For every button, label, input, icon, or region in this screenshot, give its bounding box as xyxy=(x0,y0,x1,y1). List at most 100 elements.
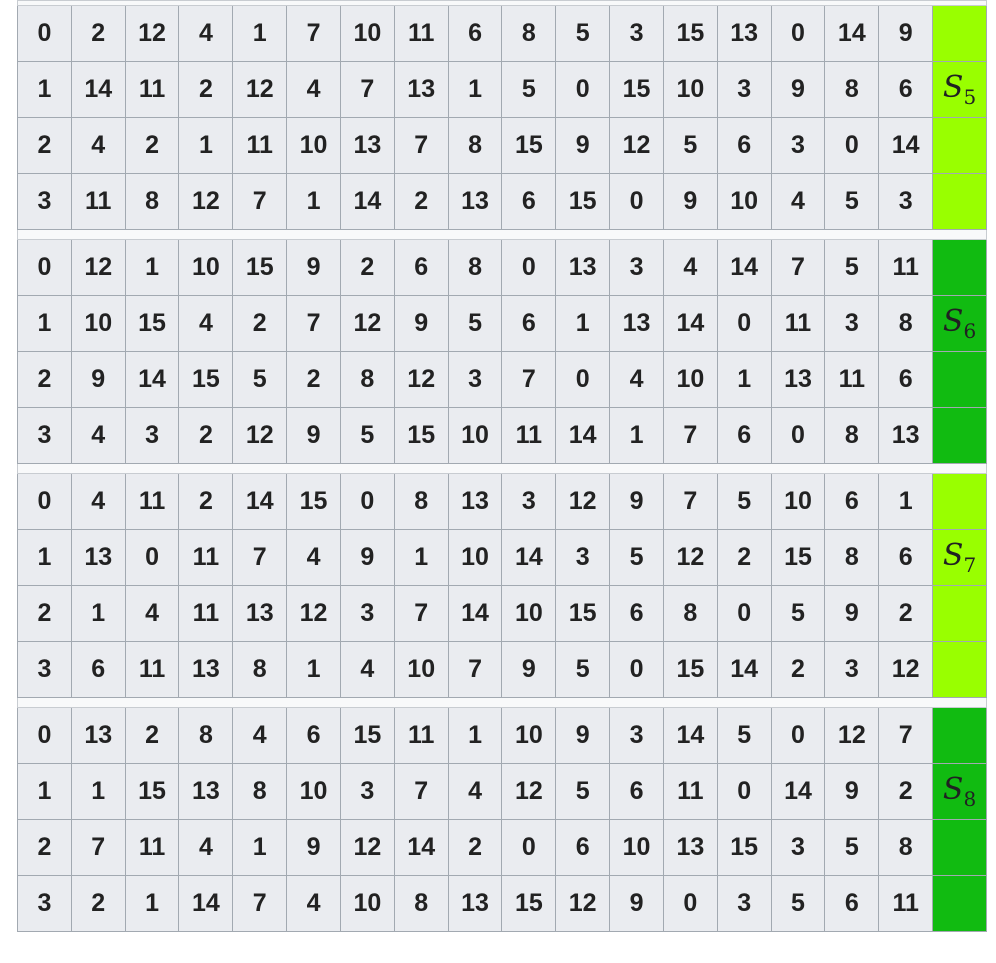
sbox-value-cell: 0 xyxy=(770,707,826,764)
sbox-value-cell: 3 xyxy=(555,529,611,586)
sbox-value-cell: 9 xyxy=(770,61,826,118)
row-index-cell: 2 xyxy=(17,585,72,642)
sbox-value-cell: 2 xyxy=(716,529,772,586)
sbox-value-cell: 11 xyxy=(124,61,180,118)
sbox-value-cell: 12 xyxy=(824,707,880,764)
sbox-value-cell: 0 xyxy=(555,351,611,408)
sbox-value-cell: 5 xyxy=(555,5,611,62)
sbox-row: 3 6 11 13 8 1 4 10 7 9 5 0 15 14 2 3 12 xyxy=(17,641,987,698)
sbox-value-cell: 10 xyxy=(178,239,234,296)
sbox-value-cell: 13 xyxy=(716,5,772,62)
sbox-row: 3 2 1 14 7 4 10 8 13 15 12 9 0 3 5 6 11 xyxy=(17,875,987,932)
sbox-value-cell: 1 xyxy=(286,173,341,230)
sbox-table-body: 0 2 12 4 1 7 10 11 6 8 5 3 15 13 0 14 9 1 14 11 2 12 4 7 13 1 5 0 15… xyxy=(17,0,987,932)
sbox-value-cell: 6 xyxy=(501,295,557,352)
sbox-value-cell: 3 xyxy=(447,351,503,408)
sbox-value-cell: 0 xyxy=(716,295,772,352)
sbox-value-cell: 14 xyxy=(447,585,503,642)
sbox-label-name: S xyxy=(942,772,964,807)
sbox-value-cell: 11 xyxy=(501,407,557,464)
sbox-value-cell: 11 xyxy=(124,473,180,530)
sbox-row: 2 1 4 11 13 12 3 7 14 10 15 6 8 0 5 9 2 xyxy=(17,585,987,642)
sbox-value-cell: 2 xyxy=(770,641,826,698)
sbox-value-cell: 8 xyxy=(178,707,234,764)
sbox-value-cell: 4 xyxy=(609,351,664,408)
sbox-row: 0 4 11 2 14 15 0 8 13 3 12 9 7 5 10 6 1 xyxy=(17,473,987,530)
sbox-value-cell: 15 xyxy=(555,585,611,642)
sbox-value-cell: 2 xyxy=(178,407,234,464)
sbox-value-cell: 2 xyxy=(178,61,234,118)
sbox-value-cell: 5 xyxy=(824,173,880,230)
sbox-value-cell: 4 xyxy=(178,295,234,352)
sbox-row: 2 4 2 1 11 10 13 7 8 15 9 12 5 6 3 0 14 xyxy=(17,117,987,174)
sbox-value-cell: 13 xyxy=(447,473,503,530)
sbox-value-cell: 8 xyxy=(878,819,934,876)
sbox-value-cell: 2 xyxy=(232,295,288,352)
sbox-value-cell: 0 xyxy=(824,117,880,174)
sbox-value-cell: 6 xyxy=(501,173,557,230)
sbox-value-cell: 8 xyxy=(393,473,449,530)
sbox-value-cell: 7 xyxy=(770,239,826,296)
sbox-value-cell: 5 xyxy=(232,351,288,408)
sbox-label-cell: S6 xyxy=(932,295,987,352)
sbox-value-cell: 1 xyxy=(178,117,234,174)
sbox-label-cell xyxy=(932,585,987,642)
sbox-value-cell: 6 xyxy=(824,875,880,932)
sbox-value-cell: 8 xyxy=(501,5,557,62)
sbox-value-cell: 10 xyxy=(770,473,826,530)
sbox-value-cell: 4 xyxy=(286,529,341,586)
sbox-value-cell: 1 xyxy=(70,763,126,820)
sbox-value-cell: 9 xyxy=(662,173,718,230)
des-sbox-table: 0 2 12 4 1 7 10 11 6 8 5 3 15 13 0 14 9 1 14 11 2 12 4 7 13 1 5 0 15… xyxy=(17,0,987,932)
sbox-value-cell: 13 xyxy=(393,61,449,118)
divider-cell xyxy=(17,697,987,708)
sbox-value-cell: 3 xyxy=(824,641,880,698)
sbox-value-cell: 1 xyxy=(286,641,341,698)
sbox-value-cell: 6 xyxy=(393,239,449,296)
sbox-value-cell: 3 xyxy=(716,875,772,932)
sbox-value-cell: 14 xyxy=(716,239,772,296)
sbox-value-cell: 11 xyxy=(393,707,449,764)
sbox-value-cell: 5 xyxy=(447,295,503,352)
sbox-value-cell: 6 xyxy=(447,5,503,62)
sbox-value-cell: 9 xyxy=(824,763,880,820)
sbox-value-cell: 13 xyxy=(339,117,395,174)
sbox-value-cell: 4 xyxy=(178,5,234,62)
sbox-value-cell: 7 xyxy=(662,473,718,530)
sbox-value-cell: 1 xyxy=(555,295,611,352)
sbox-value-cell: 12 xyxy=(662,529,718,586)
sbox-value-cell: 14 xyxy=(555,407,611,464)
sbox-value-cell: 8 xyxy=(447,117,503,174)
sbox-value-cell: 14 xyxy=(770,763,826,820)
sbox-value-cell: 7 xyxy=(232,173,288,230)
sbox-value-cell: 1 xyxy=(124,239,180,296)
sbox-value-cell: 12 xyxy=(339,295,395,352)
sbox-value-cell: 1 xyxy=(716,351,772,408)
sbox-value-cell: 4 xyxy=(770,173,826,230)
sbox-value-cell: 0 xyxy=(609,641,664,698)
sbox-value-cell: 12 xyxy=(555,473,611,530)
sbox-value-cell: 7 xyxy=(393,117,449,174)
sbox-value-cell: 0 xyxy=(662,875,718,932)
sbox-value-cell: 10 xyxy=(339,5,395,62)
row-index-cell: 0 xyxy=(17,473,72,530)
sbox-value-cell: 7 xyxy=(393,763,449,820)
sbox-value-cell: 14 xyxy=(178,875,234,932)
sbox-value-cell: 13 xyxy=(447,173,503,230)
sbox-value-cell: 7 xyxy=(339,61,395,118)
sbox-value-cell: 8 xyxy=(232,641,288,698)
sbox-value-cell: 6 xyxy=(878,351,934,408)
sbox-value-cell: 8 xyxy=(824,61,880,118)
sbox-value-cell: 10 xyxy=(447,407,503,464)
sbox-value-cell: 12 xyxy=(555,875,611,932)
sbox-value-cell: 12 xyxy=(286,585,341,642)
sbox-value-cell: 14 xyxy=(662,295,718,352)
sbox-value-cell: 3 xyxy=(609,707,664,764)
sbox-value-cell: 6 xyxy=(609,585,664,642)
sbox-value-cell: 13 xyxy=(662,819,718,876)
sbox-value-cell: 14 xyxy=(70,61,126,118)
sbox-value-cell: 9 xyxy=(555,117,611,174)
sbox-value-cell: 14 xyxy=(878,117,934,174)
sbox-value-cell: 9 xyxy=(286,819,341,876)
sbox-value-cell: 10 xyxy=(501,707,557,764)
